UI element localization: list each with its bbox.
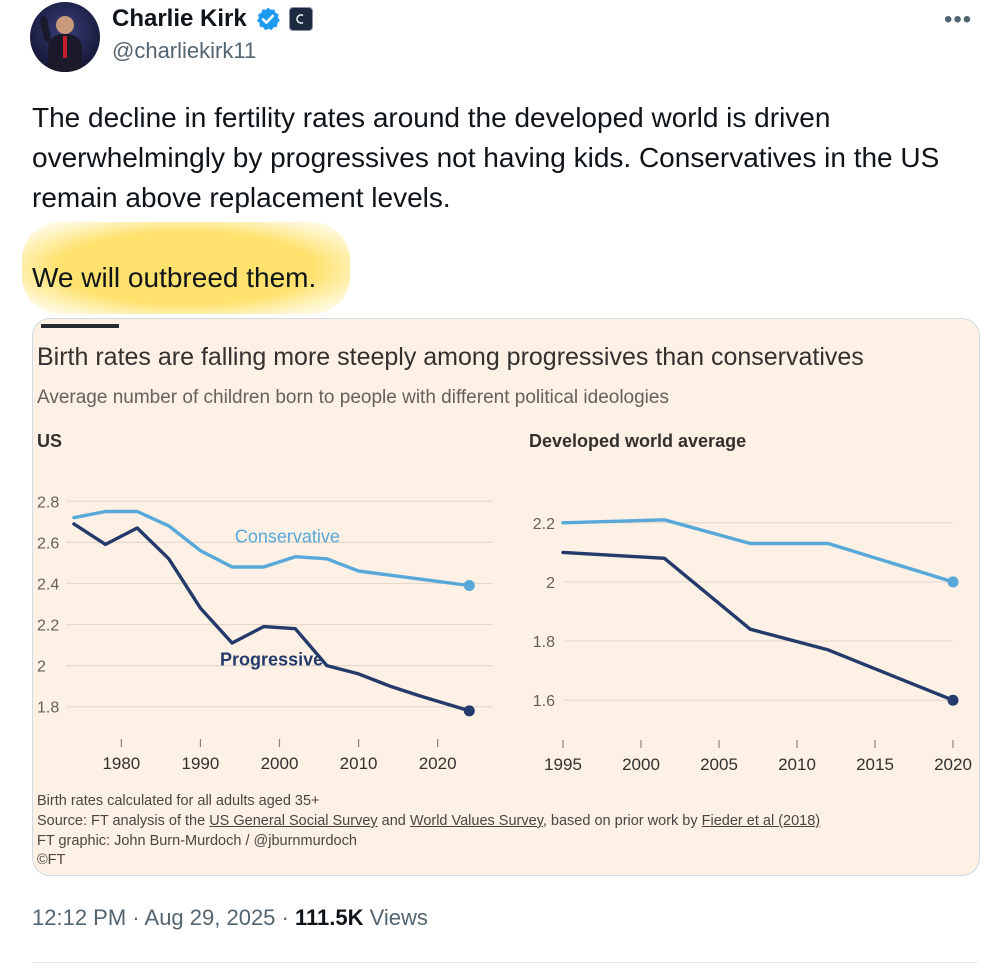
author-name[interactable]: Charlie Kirk: [112, 5, 247, 32]
footnote-calc: Birth rates calculated for all adults ag…: [37, 793, 320, 809]
tweet-text: The decline in fertility rates around th…: [32, 98, 982, 218]
panel-title-us: US: [37, 431, 63, 451]
chart-title: Birth rates are falling more steeply amo…: [37, 343, 864, 371]
tweet-line: remain above replacement levels.: [32, 182, 451, 213]
tweet-date[interactable]: Aug 29, 2025: [144, 905, 276, 930]
footnote-graphic: FT graphic: John Burn-Murdoch / @jburnmu…: [37, 833, 357, 849]
x-tick-label: 2010: [340, 754, 378, 773]
link-gss: US General Social Survey: [209, 813, 378, 829]
chart-developed-world: 1.6 1.8 2 2.2 1995 2000 2005 2010 2015 2020: [533, 516, 972, 774]
footnote-text: Source: FT analysis of the: [37, 813, 210, 829]
series-endpoint-conservative: [463, 580, 475, 592]
divider: [32, 962, 978, 963]
x-tick-label: 2000: [622, 755, 660, 774]
y-tick-label: 2.6: [37, 535, 59, 552]
more-options-icon[interactable]: •••: [944, 6, 973, 33]
x-tick-label: 2020: [934, 755, 972, 774]
views-label: Views: [363, 905, 428, 930]
y-tick-label: 2: [546, 575, 555, 592]
x-tick-label: 1990: [182, 754, 220, 773]
y-tick-label: 2.2: [37, 618, 59, 635]
y-tick-label: 2.8: [37, 494, 59, 511]
series-endpoint-progressive: [947, 694, 959, 706]
tweet-time[interactable]: 12:12 PM: [32, 905, 127, 930]
y-tick-label: 1.6: [533, 693, 555, 710]
series-line-progressive: [72, 522, 471, 713]
views-count[interactable]: 111.5K: [294, 905, 364, 930]
chart-us: 1.8 2 2.2 2.4 2.6 2.8 1980 1990 2000 2010 2020 Cons…: [37, 494, 493, 773]
x-tick-label: 2005: [700, 755, 738, 774]
series-endpoint-progressive: [463, 705, 475, 717]
y-tick-label: 2: [37, 659, 46, 676]
footnote-text: , based on prior work by: [542, 813, 702, 829]
series-line-conservative: [561, 518, 955, 584]
tweet-image[interactable]: Birth rates are falling more steeply amo…: [32, 318, 980, 876]
tweet-meta: 12:12 PM · Aug 29, 2025 · 111.5K Views: [32, 905, 428, 931]
author-avatar[interactable]: [30, 2, 100, 72]
chart-subtitle: Average number of children born to peopl…: [37, 387, 669, 408]
series-label-conservative: Conservative: [235, 526, 340, 546]
footnote-copyright: ©FT: [37, 852, 66, 868]
x-tick-label: 2020: [419, 754, 457, 773]
series-line-conservative: [72, 509, 471, 588]
series-endpoint-conservative: [947, 576, 959, 588]
meta-separator: ·: [126, 905, 145, 930]
x-tick-label: 1995: [544, 755, 582, 774]
affiliate-badge-icon[interactable]: [288, 7, 313, 31]
tweet-line: The decline in fertility rates around th…: [32, 102, 831, 133]
x-tick-label: 2000: [261, 754, 299, 773]
footnote-source: Source: FT analysis of the US General So…: [37, 813, 820, 829]
x-tick-label: 1980: [102, 754, 140, 773]
footnote-text: and: [377, 813, 410, 829]
x-tick-label: 2010: [778, 755, 816, 774]
x-tick-label: 2015: [856, 755, 894, 774]
y-tick-label: 2.4: [37, 576, 59, 593]
tweet-line-highlighted: We will outbreed them.: [32, 262, 317, 293]
ft-brand-bar: [41, 324, 119, 328]
panel-title-developed: Developed world average: [529, 431, 747, 451]
y-tick-label: 1.8: [37, 700, 59, 717]
author-name-row: Charlie Kirk: [112, 3, 313, 35]
link-wvs: World Values Survey: [409, 813, 543, 829]
tweet-line: overwhelmingly by progressives not havin…: [32, 142, 940, 173]
y-tick-label: 1.8: [533, 634, 555, 651]
y-tick-label: 2.2: [533, 516, 555, 533]
link-fieder: Fieder et al (2018): [701, 813, 821, 829]
verified-badge-icon: [256, 7, 280, 31]
meta-separator: ·: [275, 905, 295, 930]
series-line-progressive: [561, 550, 955, 702]
series-label-progressive: Progressive: [220, 650, 323, 670]
highlight-marker: [22, 222, 350, 314]
author-handle[interactable]: @charliekirk11: [112, 38, 257, 63]
